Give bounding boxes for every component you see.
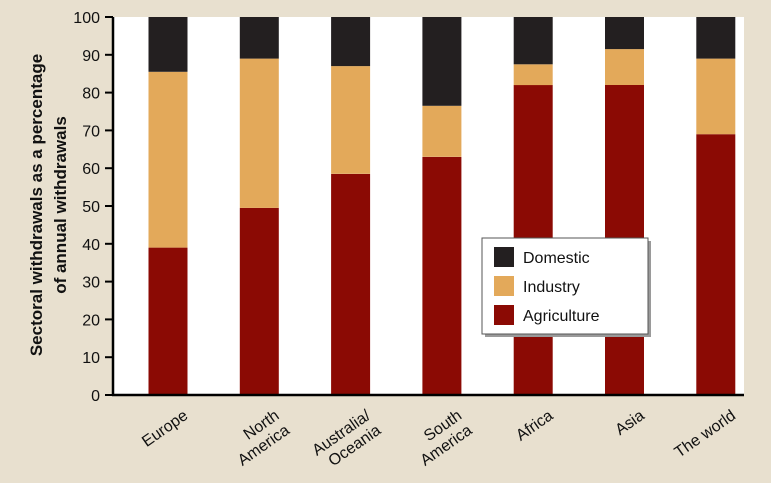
legend-label-industry: Industry <box>523 279 580 296</box>
y-tick-label-60: 60 <box>82 161 100 178</box>
y-tick-label-80: 80 <box>82 86 100 103</box>
bar-domestic-5 <box>605 17 644 50</box>
y-tick-label-90: 90 <box>82 48 100 65</box>
y-tick-label-70: 70 <box>82 123 100 140</box>
bar-domestic-3 <box>422 17 462 106</box>
bar-agriculture-1 <box>239 207 279 395</box>
legend-swatch-industry <box>494 276 514 296</box>
x-tick-label-3: SouthAmerica <box>407 407 475 469</box>
legend-label-domestic: Domestic <box>523 250 590 267</box>
x-tick-label-6: The world <box>672 407 739 461</box>
y-tick-label-0: 0 <box>91 388 100 405</box>
bar-industry-2 <box>331 66 371 174</box>
x-tick-label-0: Europe <box>139 407 191 451</box>
bar-industry-3 <box>422 105 462 157</box>
y-tick-label-30: 30 <box>82 275 100 292</box>
x-tick-label-4: Africa <box>513 407 556 444</box>
bar-industry-5 <box>605 49 644 85</box>
bar-domestic-4 <box>513 17 553 65</box>
y-tick-label-20: 20 <box>82 312 100 329</box>
y-tick-label-50: 50 <box>82 199 100 216</box>
y-tick-label-100: 100 <box>73 10 100 27</box>
bar-industry-1 <box>239 58 279 208</box>
legend-label-agriculture: Agriculture <box>523 308 600 325</box>
legend-swatch-domestic <box>494 247 514 267</box>
bar-agriculture-6 <box>696 134 736 395</box>
bar-domestic-6 <box>696 17 736 59</box>
x-tick-label-5: Asia <box>612 407 647 439</box>
bar-industry-0 <box>148 71 188 248</box>
x-tick-label-2: Australia/Oceania <box>309 407 384 474</box>
bar-industry-4 <box>513 64 553 86</box>
bar-industry-6 <box>696 58 736 135</box>
bar-domestic-1 <box>239 17 279 59</box>
bar-domestic-2 <box>331 17 371 67</box>
bar-agriculture-3 <box>422 156 462 395</box>
bar-agriculture-0 <box>148 247 188 395</box>
y-tick-label-10: 10 <box>82 350 100 367</box>
x-tick-label-1: NorthAmerica <box>225 407 293 469</box>
y-axis-title-group: Sectoral withdrawals as a percentage of a… <box>27 54 70 356</box>
bar-agriculture-2 <box>331 173 371 395</box>
bars-group <box>148 17 736 395</box>
y-tick-label-40: 40 <box>82 237 100 254</box>
legend-swatch-agriculture <box>494 305 514 325</box>
bar-domestic-0 <box>148 17 188 72</box>
legend: Domestic Industry Agriculture <box>481 237 651 337</box>
y-axis-title: Sectoral withdrawals as a percentage of a… <box>27 54 70 356</box>
